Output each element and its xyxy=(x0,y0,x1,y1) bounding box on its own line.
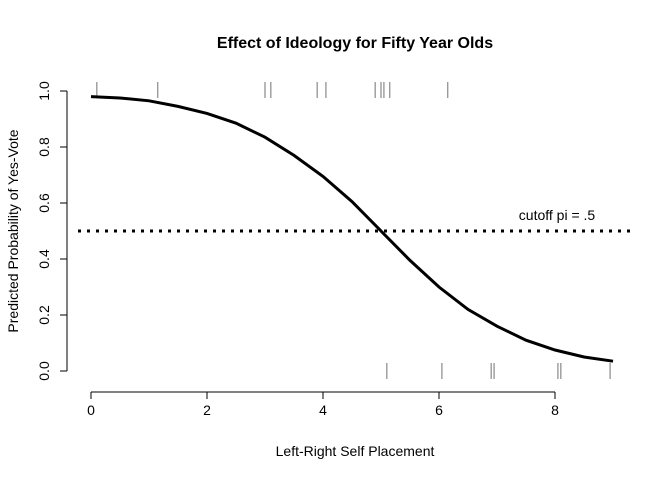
rug-bottom xyxy=(386,363,611,379)
cutoff-label: cutoff pi = .5 xyxy=(519,207,596,223)
chart-title: Effect of Ideology for Fifty Year Olds xyxy=(217,35,493,52)
rug-top xyxy=(96,82,449,98)
x-tick-label: 8 xyxy=(551,402,559,418)
x-tick-label: 4 xyxy=(319,402,327,418)
x-axis-label: Left-Right Self Placement xyxy=(276,443,435,459)
y-tick-label: 0.4 xyxy=(36,249,52,269)
y-tick-label: 0.2 xyxy=(36,305,52,325)
axes: 0 2 4 6 8 0.0 0.2 0.4 0.6 0.8 1.0 xyxy=(36,81,559,418)
y-tick-label: 0.8 xyxy=(36,137,52,157)
y-tick-label: 0.6 xyxy=(36,193,52,213)
y-axis-label: Predicted Probability of Yes-Vote xyxy=(5,129,21,332)
x-tick-label: 0 xyxy=(87,402,95,418)
y-tick-label: 0.0 xyxy=(36,361,52,381)
series-group xyxy=(90,95,614,363)
x-tick-label: 6 xyxy=(435,402,443,418)
y-tick-label: 1.0 xyxy=(36,81,52,101)
predicted-probability-line xyxy=(90,95,614,363)
x-tick-label: 2 xyxy=(203,402,211,418)
